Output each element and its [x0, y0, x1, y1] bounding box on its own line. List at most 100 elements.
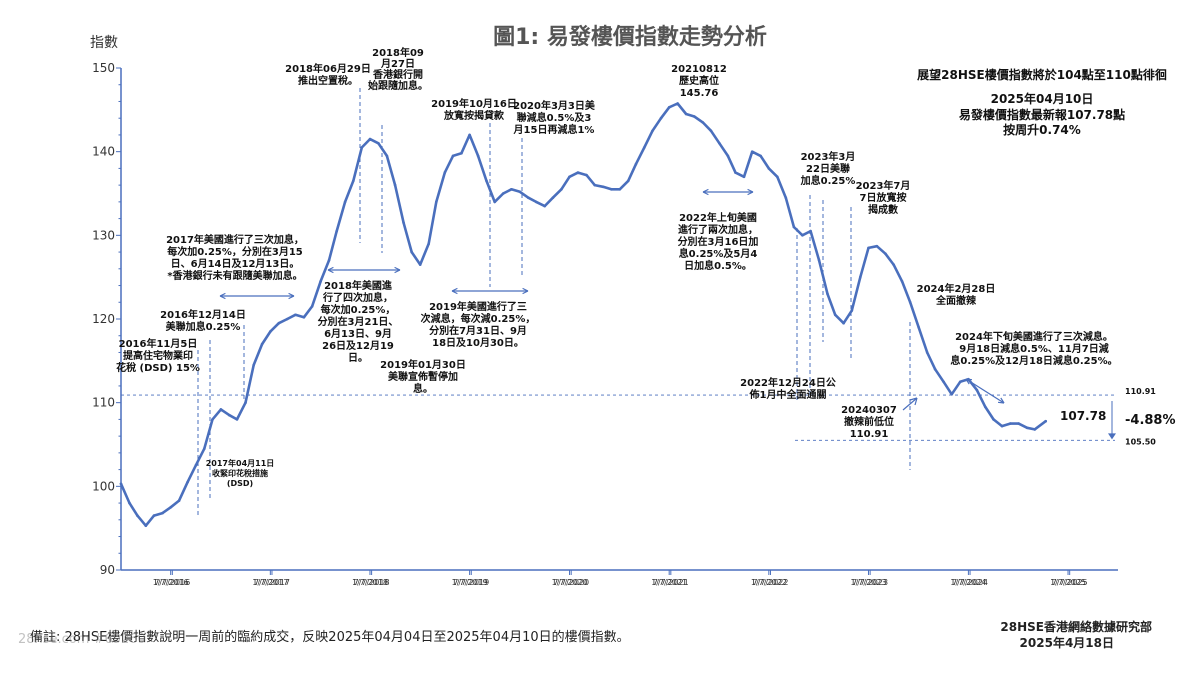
annotation-text: 18日及10月30日。	[432, 337, 524, 349]
annotation-text: 2023年3月	[801, 150, 856, 163]
y-tick-label: 140	[92, 145, 115, 159]
annotation-text: 息。	[413, 382, 433, 395]
data-point	[1008, 422, 1012, 425]
x-tick-label: 7/7/2025	[1052, 578, 1088, 587]
data-point	[534, 200, 538, 204]
data-point	[327, 259, 331, 262]
annotation-text: 分別在3月21日、	[318, 315, 399, 328]
data-point	[950, 393, 953, 396]
data-point	[676, 102, 679, 105]
x-tick-label: 1/7/2017	[252, 578, 288, 587]
data-point	[194, 464, 198, 467]
data-point	[560, 188, 563, 191]
data-point	[551, 196, 555, 199]
data-point	[601, 185, 605, 189]
data-point	[460, 152, 463, 155]
data-point	[144, 524, 148, 527]
annotation-text: (DSD)	[227, 479, 253, 488]
data-point	[518, 190, 522, 194]
annotation-text: 2018年09	[372, 46, 424, 59]
data-point	[925, 351, 929, 354]
headline-line3: 易發樓價指數最新報107.78點	[959, 107, 1125, 122]
annotation-text: 2022年12月24日公	[740, 376, 836, 389]
headline-line4: 按周升0.74%	[1003, 122, 1081, 137]
data-point	[269, 330, 272, 333]
annotation-text: 提高住宅物業印	[123, 349, 193, 362]
annotation-text: 2019年美國進行了三	[429, 300, 527, 313]
data-point	[759, 154, 762, 158]
annotation-text: 聯減息0.5%及3	[517, 111, 592, 124]
data-point	[294, 313, 297, 317]
x-tick-label: 1/7/2024	[950, 578, 986, 587]
change-arrow-head	[1108, 433, 1116, 440]
data-point	[875, 244, 879, 248]
annotation-text: 撤辣前低位	[844, 415, 894, 428]
range-arrow-head	[702, 188, 754, 196]
data-point	[335, 229, 339, 233]
annotation-text: 行了四次加息，	[322, 291, 393, 304]
annotation-text: 全面撤辣	[935, 294, 977, 307]
data-point	[718, 142, 721, 145]
data-point	[701, 121, 705, 124]
annotation-text: 20240307	[841, 405, 897, 416]
data-point	[643, 146, 646, 149]
data-point	[975, 388, 979, 392]
annotation-text: 次減息，每次減0.25%，	[421, 312, 536, 325]
annotation-text: 22日美聯	[806, 162, 850, 175]
data-point	[527, 196, 530, 199]
annotation-text: 6月13日、9月	[324, 328, 392, 340]
x-tick-label: 1/7/2018	[352, 578, 388, 587]
data-point	[734, 171, 737, 174]
data-point	[634, 162, 638, 166]
annotation-a19: 2024年下旬美國進行了三次減息。9月18日減息0.5%、11月7日減息0.25…	[950, 330, 1117, 367]
data-point	[817, 259, 821, 262]
x-tick-label: 1/7/2016	[153, 578, 189, 587]
annotation-text: 進行了兩次加息，	[678, 223, 758, 236]
footer-org: 28HSE香港網絡數據研究部	[1000, 620, 1152, 634]
data-point	[169, 506, 172, 509]
data-point	[161, 511, 164, 515]
data-point	[750, 150, 754, 153]
watermark: 28hse.com #69260	[18, 632, 146, 647]
annotation-text: 2024年下旬美國進行了三次減息。	[955, 330, 1113, 343]
annotation-a13: 2022年上旬美國進行了兩次加息，分別在3月16日加息0.25%及5月4日加息0…	[678, 211, 759, 272]
data-point	[128, 501, 131, 505]
data-point	[726, 154, 730, 158]
annotation-text: 2024年2月28日	[917, 282, 996, 295]
annotation-text: 推出空置稅。	[298, 74, 358, 87]
data-point	[385, 154, 389, 158]
data-point	[510, 188, 513, 191]
data-point	[252, 363, 255, 367]
data-point	[352, 179, 355, 183]
series-line-0	[119, 102, 1047, 528]
annotation-text: 分別在3月16日加	[678, 235, 759, 248]
data-point	[767, 167, 771, 170]
annotation-text: 息0.25%及5月4	[679, 247, 758, 260]
annotation-text: 26日及12月19	[322, 340, 394, 352]
annotation-text: 放寬按揭貸款	[443, 109, 505, 122]
x-tick-label: 7/7/2018	[354, 578, 390, 587]
data-point	[493, 200, 497, 204]
data-point	[228, 413, 231, 417]
data-point	[610, 188, 613, 191]
y-tick-label: 120	[92, 312, 115, 326]
annotation-text: 20210812	[671, 64, 727, 75]
change-label: -4.88%	[1125, 413, 1176, 428]
data-point	[833, 313, 837, 317]
data-point	[310, 305, 314, 308]
range-arrows	[219, 188, 1005, 411]
y-tick-label: 110	[92, 396, 115, 410]
y-tick-label: 130	[92, 228, 115, 242]
data-point	[842, 321, 845, 325]
data-point	[501, 192, 505, 195]
headline-box: 展望28HSE樓價指數將於104點至110點徘徊 2025年04月10日 易發樓…	[917, 67, 1167, 137]
